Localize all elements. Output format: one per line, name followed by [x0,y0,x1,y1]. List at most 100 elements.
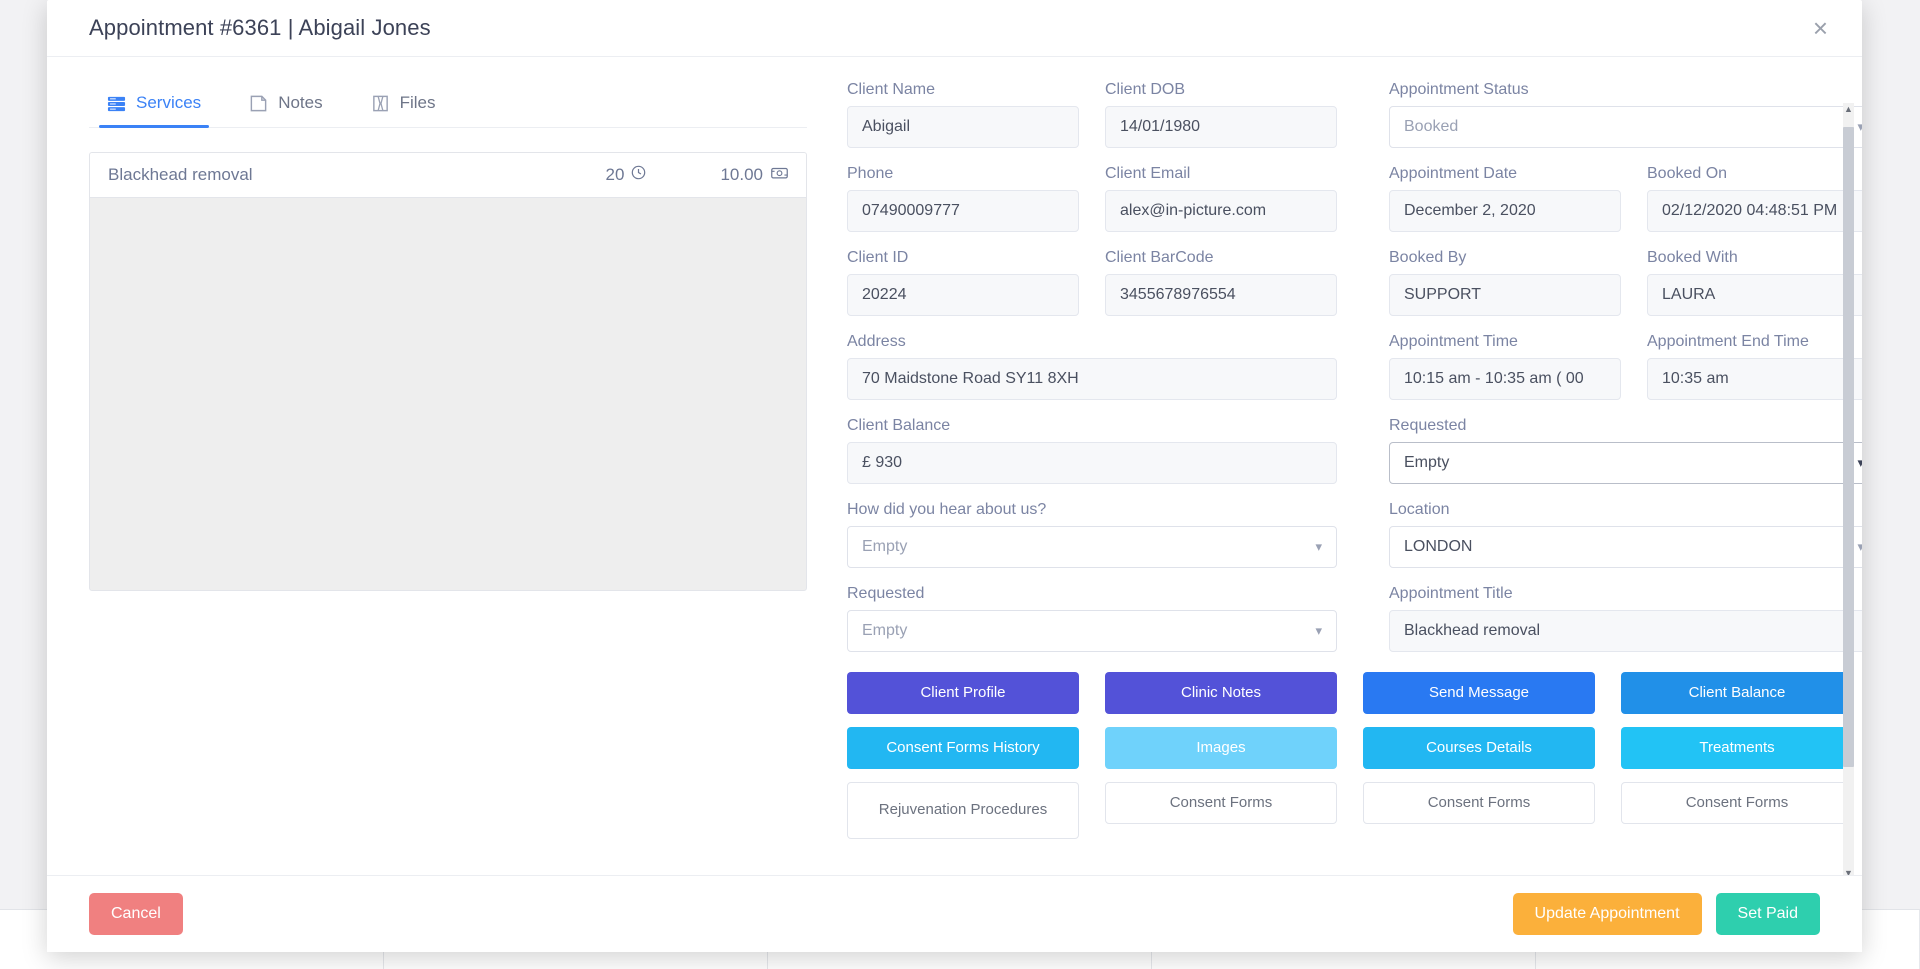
field-client-barcode: Client BarCode 3455678976554 [1105,249,1337,316]
service-duration: 20 [606,165,647,185]
field-client-balance: Client Balance £ 930 [847,417,1337,484]
booked-on-input[interactable]: 02/12/2020 04:48:51 PM [1647,190,1862,232]
clinic-notes-button[interactable]: Clinic Notes [1105,672,1337,714]
field-label: Phone [847,165,894,182]
field-booked-by: Booked By SUPPORT [1389,249,1621,316]
field-label: Client DOB [1105,81,1186,98]
details-form: Client Name Abigail Client DOB 14/01/198… [847,81,1862,669]
client-dob-input[interactable]: 14/01/1980 [1105,106,1337,148]
field-label: Client Email [1105,165,1191,182]
field-label: Client Balance [847,417,951,434]
appointment-end-time-input[interactable]: 10:35 am [1647,358,1862,400]
requested-top-select[interactable]: Empty ▾ [1389,442,1862,484]
tab-label: Files [399,93,436,112]
consent-forms-button-3[interactable]: Consent Forms [1621,782,1853,824]
field-label: Appointment Date [1389,165,1518,182]
update-appointment-button[interactable]: Update Appointment [1512,893,1702,935]
client-email-input[interactable]: alex@in-picture.com [1105,190,1337,232]
services-pane: Services Notes Files Blackhead [47,57,847,875]
field-hear-about-us: How did you hear about us? Empty ▾ [847,501,1337,568]
services-icon [107,94,126,113]
booked-with-input[interactable]: LAURA [1647,274,1862,316]
field-label: Requested [847,585,925,602]
close-icon[interactable]: × [1812,13,1828,43]
field-appointment-date: Appointment Date December 2, 2020 [1389,165,1621,232]
page-title: Appointment #6361 | Abigail Jones [89,15,431,40]
consent-forms-history-button[interactable]: Consent Forms History [847,727,1079,769]
tab-notes[interactable]: Notes [247,85,324,127]
field-client-dob: Client DOB 14/01/1980 [1105,81,1337,148]
field-client-name: Client Name Abigail [847,81,1079,148]
service-row[interactable]: Blackhead removal 20 10.00 [90,153,806,198]
field-requested-bottom: Requested Empty ▾ [847,585,1337,652]
field-label: Address [847,333,906,350]
field-label: Booked With [1647,249,1738,266]
address-input[interactable]: 70 Maidstone Road SY11 8XH [847,358,1337,400]
client-balance-button[interactable]: Client Balance [1621,672,1853,714]
hear-about-us-value: Empty [862,538,908,555]
phone-input[interactable]: 07490009777 [847,190,1079,232]
field-label: Location [1389,501,1450,518]
modal-scrollbar[interactable]: ▲ ▼ [1843,103,1854,875]
field-client-id: Client ID 20224 [847,249,1079,316]
modal-body: Services Notes Files Blackhead [47,57,1862,876]
modal-footer: Cancel Update Appointment Set Paid [47,876,1862,952]
hear-about-us-select[interactable]: Empty ▾ [847,526,1337,568]
tab-label: Services [136,93,202,112]
scroll-up-icon[interactable]: ▲ [1843,103,1854,115]
modal-header: Appointment #6361 | Abigail Jones × [47,0,1862,57]
field-address: Address 70 Maidstone Road SY11 8XH [847,333,1337,400]
requested-top-value: Empty [1404,454,1450,471]
client-id-input[interactable]: 20224 [847,274,1079,316]
service-name: Blackhead removal [108,165,253,184]
field-label: Client BarCode [1105,249,1214,266]
client-barcode-input[interactable]: 3455678976554 [1105,274,1337,316]
field-label: Appointment End Time [1647,333,1809,350]
appointment-status-value: Booked [1404,118,1459,135]
scrollbar-thumb[interactable] [1843,127,1854,767]
treatments-button[interactable]: Treatments [1621,727,1853,769]
client-profile-button[interactable]: Client Profile [847,672,1079,714]
appointment-date-input[interactable]: December 2, 2020 [1389,190,1621,232]
field-label: Client ID [847,249,909,266]
consent-forms-button-1[interactable]: Consent Forms [1105,782,1337,824]
cancel-button[interactable]: Cancel [89,893,183,935]
field-booked-with: Booked With LAURA [1647,249,1862,316]
scroll-down-icon[interactable]: ▼ [1843,867,1854,875]
appointment-status-select[interactable]: Booked ▾ [1389,106,1862,148]
set-paid-button[interactable]: Set Paid [1715,893,1820,935]
appointment-time-input[interactable]: 10:15 am - 10:35 am ( 00 [1389,358,1621,400]
service-price: 10.00 [720,165,788,185]
service-price-value: 10.00 [720,165,763,184]
field-client-email: Client Email alex@in-picture.com [1105,165,1337,232]
tab-label: Notes [278,93,323,112]
rejuvenation-procedures-button[interactable]: Rejuvenation Procedures [847,782,1079,839]
chevron-down-icon: ▾ [1315,539,1322,554]
field-label: Appointment Status [1389,81,1529,98]
requested-bottom-select[interactable]: Empty ▾ [847,610,1337,652]
send-message-button[interactable]: Send Message [1363,672,1595,714]
consent-forms-button-2[interactable]: Consent Forms [1363,782,1595,824]
location-select[interactable]: LONDON ▾ [1389,526,1862,568]
field-booked-on: Booked On 02/12/2020 04:48:51 PM [1647,165,1862,232]
field-requested-top: Requested Empty ▾ [1389,417,1862,484]
client-name-input[interactable]: Abigail [847,106,1079,148]
appointment-title-input[interactable]: Blackhead removal [1389,610,1862,652]
tab-files[interactable]: Files [369,85,438,127]
money-icon [771,165,788,185]
client-balance-input[interactable]: £ 930 [847,442,1337,484]
action-button-grid: Client Profile Clinic Notes Send Message… [847,672,1853,839]
chevron-down-icon: ▾ [1857,119,1862,135]
field-appointment-end-time: Appointment End Time 10:35 am [1647,333,1862,400]
images-button[interactable]: Images [1105,727,1337,769]
courses-details-button[interactable]: Courses Details [1363,727,1595,769]
field-label: Requested [1389,417,1467,434]
files-icon [371,94,390,113]
booked-by-input[interactable]: SUPPORT [1389,274,1621,316]
field-label: How did you hear about us? [847,501,1047,518]
field-location: Location LONDON ▾ [1389,501,1862,568]
location-value: LONDON [1404,538,1473,555]
tab-services[interactable]: Services [98,85,210,128]
tab-bar: Services Notes Files [89,85,807,128]
field-label: Client Name [847,81,936,98]
